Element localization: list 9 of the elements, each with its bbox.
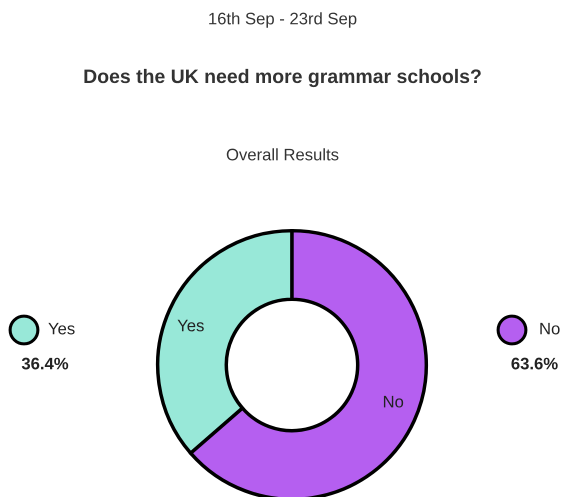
legend-label: No: [540, 322, 560, 334]
slice-label: No: [384, 396, 404, 408]
slice-label: Yes: [178, 320, 204, 332]
data-label: 36.4%: [22, 358, 68, 370]
text: Overall Results: [226, 148, 338, 160]
chart-title: Does the UK need more grammar schools?: [84, 68, 481, 88]
data-label: 63.6%: [511, 358, 558, 370]
chart-subtitle: 16th Sep - 23rd Sep: [209, 12, 356, 28]
legend-label: Yes: [48, 322, 75, 334]
